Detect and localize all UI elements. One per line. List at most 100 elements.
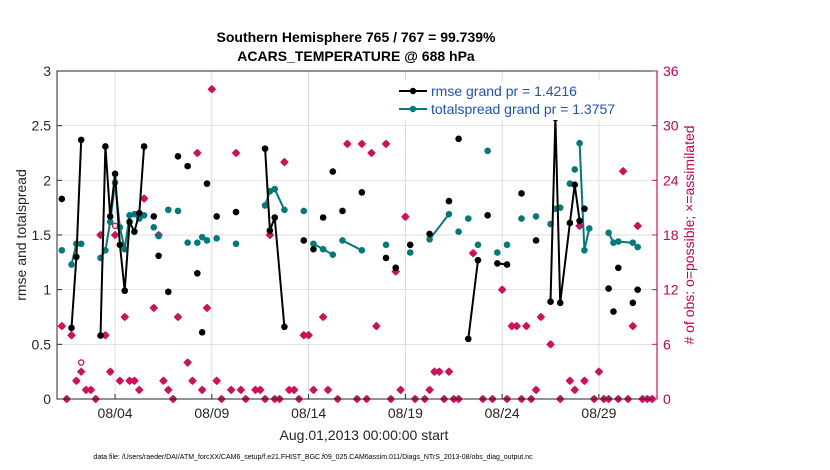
rmse-point-57 bbox=[614, 264, 622, 272]
assimilated-obs-point-89 bbox=[580, 376, 589, 386]
rmse-point-32 bbox=[339, 207, 346, 215]
totalspread-point-42 bbox=[484, 147, 491, 155]
assimilated-obs-point-50 bbox=[323, 385, 333, 395]
totalspread-point-6 bbox=[106, 218, 114, 226]
totalspread-point-45 bbox=[518, 215, 525, 222]
totalspread-point-20 bbox=[198, 233, 206, 241]
assimilated-obs-point-62 bbox=[401, 212, 410, 222]
totalspread-point-21 bbox=[203, 237, 211, 244]
assimilated-obs-point-84 bbox=[546, 340, 555, 349]
x-tick-label-3: 08/19 bbox=[388, 405, 423, 421]
assimilated-obs-point-15 bbox=[130, 376, 139, 386]
rmse-point-27 bbox=[281, 323, 288, 331]
x-axis: 08/04 08/09 08/14 08/19 08/24 08/29 bbox=[98, 394, 617, 421]
rmse-point-52 bbox=[576, 217, 583, 225]
rmse-point-13 bbox=[140, 143, 148, 150]
rmse-point-56 bbox=[610, 308, 617, 315]
rmse-point-35 bbox=[392, 264, 400, 272]
assimilated-obs-point-12 bbox=[115, 376, 125, 386]
assimilated-obs-point-0 bbox=[57, 321, 67, 331]
y2-tick-label-0: 0 bbox=[663, 391, 671, 407]
assimilated-obs-point-86 bbox=[565, 376, 575, 386]
assimilated-obs-point-27 bbox=[197, 385, 207, 395]
rmse-point-22 bbox=[213, 213, 220, 220]
rmse-point-59 bbox=[634, 286, 641, 293]
rmse-point-45 bbox=[518, 190, 525, 197]
rmse-point-23 bbox=[232, 208, 240, 216]
rmse-point-49 bbox=[556, 299, 564, 307]
rmse-line-2 bbox=[264, 148, 286, 327]
assimilated-obs-point-2 bbox=[67, 330, 76, 340]
assimilated-obs-point-61 bbox=[396, 385, 405, 395]
rmse-point-28 bbox=[300, 237, 308, 244]
totalspread-point-32 bbox=[339, 237, 346, 244]
assimilated-obs-point-18 bbox=[149, 303, 159, 313]
y-tick-label-4: 2 bbox=[43, 172, 51, 188]
rmse-point-8 bbox=[116, 241, 124, 249]
rmse-series bbox=[58, 102, 641, 343]
legend: rmse grand pr = 1.4216 totalspread grand… bbox=[396, 80, 654, 120]
rmse-point-19 bbox=[194, 269, 201, 277]
totalspread-point-44 bbox=[503, 241, 511, 249]
totalspread-point-54 bbox=[585, 225, 593, 232]
totalspread-point-59 bbox=[634, 243, 641, 251]
assimilated-obs-point-91 bbox=[594, 367, 604, 376]
assimilated-obs-point-58 bbox=[381, 139, 391, 149]
rmse-point-26 bbox=[271, 214, 279, 221]
rmse-point-4 bbox=[97, 332, 104, 339]
rmse-point-58 bbox=[629, 299, 637, 307]
legend-rmse-marker bbox=[409, 87, 417, 95]
totalspread-point-34 bbox=[382, 241, 390, 249]
totalspread-point-51 bbox=[571, 166, 579, 173]
rmse-point-6 bbox=[106, 213, 114, 220]
assimilated-obs-point-67 bbox=[434, 367, 444, 376]
totalspread-point-55 bbox=[605, 229, 612, 237]
totalspread-point-24 bbox=[261, 202, 269, 209]
y-axis-left: 0 0.5 1 1.5 2 2.5 3 bbox=[32, 63, 62, 407]
assimilated-obs-point-80 bbox=[522, 321, 531, 331]
assimilated-obs-point-13 bbox=[120, 312, 130, 322]
assimilated-obs-point-83 bbox=[536, 312, 546, 322]
rmse-line-5 bbox=[549, 117, 581, 303]
assimilated-obs-point-32 bbox=[226, 385, 236, 395]
rmse-point-17 bbox=[174, 152, 182, 160]
rmse-line-1 bbox=[99, 146, 146, 336]
assimilated-obs-point-17 bbox=[139, 194, 149, 203]
totalspread-point-39 bbox=[455, 228, 462, 236]
totalspread-point-1 bbox=[68, 261, 75, 268]
rmse-point-40 bbox=[464, 335, 472, 343]
assimilated-obs-point-21 bbox=[163, 385, 173, 395]
rmse-point-29 bbox=[310, 245, 317, 253]
totalspread-point-16 bbox=[164, 206, 172, 214]
y-tick-label-6: 3 bbox=[43, 63, 51, 79]
totalspread-point-19 bbox=[194, 239, 201, 246]
assimilated-obs-point-57 bbox=[372, 321, 381, 331]
totalspread-point-52 bbox=[576, 139, 583, 147]
totalspread-line-4 bbox=[342, 239, 363, 252]
assimilated-obs-point-42 bbox=[280, 157, 289, 167]
rmse-point-51 bbox=[571, 181, 579, 189]
y2-axis-label: # of obs: o=possible; ×=assimilated bbox=[681, 125, 697, 344]
rmse-point-25 bbox=[266, 227, 274, 234]
footer-data-file: data file: /Users/raeder/DAI/ATM_forcXX/… bbox=[93, 454, 533, 461]
y2-tick-label-2: 12 bbox=[663, 282, 679, 298]
rmse-point-21 bbox=[203, 180, 211, 187]
rmse-point-36 bbox=[406, 241, 414, 249]
y-axis-label: rmse and totalspread bbox=[13, 169, 29, 301]
rmse-point-9 bbox=[121, 287, 129, 295]
rmse-point-50 bbox=[566, 219, 574, 227]
assimilated-obs-point-33 bbox=[231, 148, 241, 158]
rmse-point-16 bbox=[164, 288, 172, 296]
totalspread-point-9 bbox=[121, 245, 129, 253]
rmse-point-2 bbox=[73, 253, 80, 261]
x-tick-label-0: 08/04 bbox=[98, 405, 133, 421]
totalspread-point-46 bbox=[532, 213, 540, 220]
rmse-point-15 bbox=[155, 252, 162, 260]
rmse-point-24 bbox=[261, 145, 269, 152]
rmse-line-3 bbox=[467, 259, 479, 340]
totalspread-point-23 bbox=[232, 240, 240, 248]
rmse-point-18 bbox=[184, 162, 191, 170]
totalspread-series bbox=[58, 139, 641, 272]
assimilated-obs-point-29 bbox=[207, 84, 217, 94]
rmse-point-7 bbox=[111, 170, 119, 178]
